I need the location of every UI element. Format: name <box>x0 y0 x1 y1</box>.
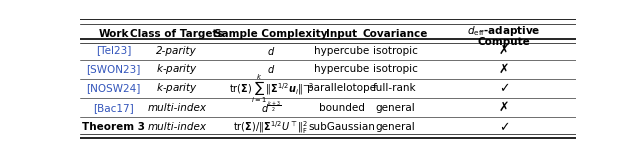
Text: parallelotope: parallelotope <box>307 83 376 93</box>
Text: Work: Work <box>99 29 129 39</box>
Text: Class of Targets: Class of Targets <box>130 29 223 39</box>
Text: $\mathrm{tr}(\boldsymbol{\Sigma})\sum_{i=1}^{k}\|\boldsymbol{\Sigma}^{1/2}\bolds: $\mathrm{tr}(\boldsymbol{\Sigma})\sum_{i… <box>228 72 314 105</box>
Text: full-rank: full-rank <box>373 83 417 93</box>
Text: general: general <box>375 103 415 113</box>
Text: ✓: ✓ <box>499 82 509 95</box>
Text: ✗: ✗ <box>499 101 509 114</box>
Text: $d$: $d$ <box>267 63 275 75</box>
Text: general: general <box>375 122 415 132</box>
Text: $d^{\frac{k+3}{2}}$: $d^{\frac{k+3}{2}}$ <box>260 100 281 115</box>
Text: [Bac17]: [Bac17] <box>93 103 134 113</box>
Text: isotropic: isotropic <box>372 46 417 56</box>
Text: bounded: bounded <box>319 103 365 113</box>
Text: isotropic: isotropic <box>372 64 417 74</box>
Text: $k$-parity: $k$-parity <box>156 81 198 95</box>
Text: Covariance: Covariance <box>362 29 428 39</box>
Text: $\mathrm{tr}(\boldsymbol{\Sigma})/\|\boldsymbol{\Sigma}^{1/2}U^{\top}\|_{\mathrm: $\mathrm{tr}(\boldsymbol{\Sigma})/\|\bol… <box>233 119 308 136</box>
Text: ✓: ✓ <box>499 121 509 134</box>
Text: Theorem 3: Theorem 3 <box>82 122 145 132</box>
Text: $k$-parity: $k$-parity <box>156 62 198 76</box>
Text: 2-parity: 2-parity <box>156 46 197 56</box>
Text: multi-index: multi-index <box>147 122 206 132</box>
Text: $d_{\mathrm{eff}}$-adaptive: $d_{\mathrm{eff}}$-adaptive <box>467 24 541 38</box>
Text: $d$: $d$ <box>267 45 275 57</box>
Text: [NOSW24]: [NOSW24] <box>86 83 141 93</box>
Text: ✗: ✗ <box>499 44 509 57</box>
Text: [SWON23]: [SWON23] <box>86 64 141 74</box>
Text: ✗: ✗ <box>499 63 509 76</box>
Text: subGaussian: subGaussian <box>308 122 375 132</box>
Text: Sample Complexity: Sample Complexity <box>214 29 328 39</box>
Text: Compute: Compute <box>477 37 531 46</box>
Text: multi-index: multi-index <box>147 103 206 113</box>
Text: hypercube: hypercube <box>314 64 369 74</box>
Text: hypercube: hypercube <box>314 46 369 56</box>
Text: [Tel23]: [Tel23] <box>96 46 131 56</box>
Text: Input: Input <box>326 29 358 39</box>
